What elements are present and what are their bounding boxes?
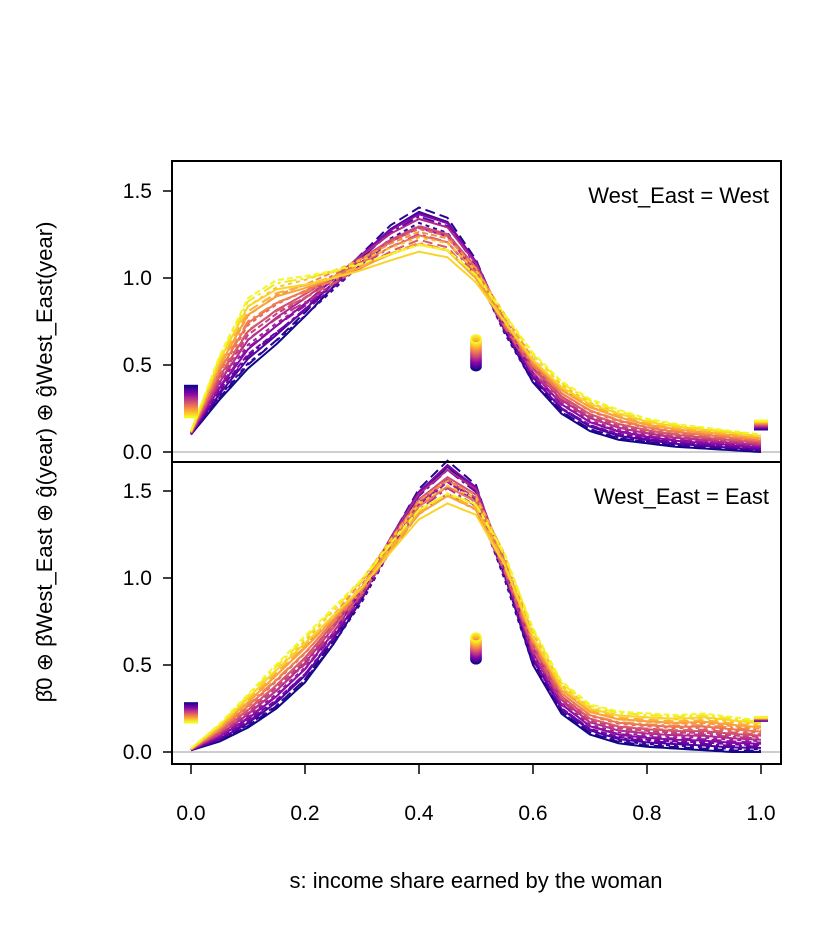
x-tick-label: 1.0 xyxy=(746,802,775,825)
panel-east: West_East = East xyxy=(171,459,782,765)
x-tick-label: 0.4 xyxy=(404,802,434,825)
bottom-y-tick-label: 0.5 xyxy=(123,654,152,677)
x-tick-label: 0.6 xyxy=(518,802,547,825)
top-series-line xyxy=(190,243,762,437)
bottom-series-line xyxy=(190,502,762,750)
panel-label-west: West_East = West xyxy=(588,183,769,208)
panel-label-east: West_East = East xyxy=(594,484,769,509)
bottom-series-line xyxy=(190,493,762,750)
panel-west: West_East = West xyxy=(171,160,782,463)
top-series-line xyxy=(190,250,762,438)
top-series-line xyxy=(190,215,762,450)
bottom-series-line xyxy=(190,480,762,751)
bottom-series-line xyxy=(190,492,762,750)
bottom-series-line xyxy=(190,485,762,750)
top-series-line xyxy=(190,243,762,440)
top-series-line xyxy=(190,226,762,447)
top-curves xyxy=(173,206,780,453)
top-series-line xyxy=(190,211,762,451)
top-series-line xyxy=(190,241,762,441)
bottom-series-line xyxy=(190,492,762,750)
x-tick-label: 0.0 xyxy=(176,802,205,825)
top-series-line xyxy=(190,242,762,439)
y-axis-title-group: β̂0 ⊕ β̂West_East ⊕ ĝ(year) ⊕ ĝWest_East… xyxy=(32,222,57,703)
y-axis-title: β̂0 ⊕ β̂West_East ⊕ ĝ(year) ⊕ ĝWest_East… xyxy=(32,222,57,703)
bottom-series-line xyxy=(190,494,762,750)
bottom-series-line xyxy=(190,492,762,751)
top-point-masses xyxy=(184,334,768,431)
bottom-y-tick-label: 0.0 xyxy=(123,741,152,764)
bottom-point-masses xyxy=(184,632,768,724)
x-axis-title: s: income share earned by the woman xyxy=(290,868,663,893)
axes: 0.0 0.5 1.0 1.5 0.0 0.5 1.0 1.5 0.0 0.2 0.4 0.6 0.8 1… xyxy=(123,180,776,825)
bottom-series-line xyxy=(190,486,762,751)
top-y-tick-label: 1.0 xyxy=(123,267,152,290)
top-series-line xyxy=(190,244,762,436)
bottom-y-tick-label: 1.5 xyxy=(123,480,152,503)
top-series-line xyxy=(190,206,762,453)
bottom-mass-marker-s05 xyxy=(470,632,482,642)
top-mass-marker-s05 xyxy=(470,334,482,344)
bottom-curves xyxy=(173,459,780,753)
bottom-series-line xyxy=(190,494,762,750)
top-series-line xyxy=(190,213,762,449)
bottom-y-tick-label: 1.0 xyxy=(123,567,152,590)
top-y-tick-label: 0.5 xyxy=(123,354,152,377)
top-y-tick-label: 1.5 xyxy=(123,180,152,203)
bottom-series-line xyxy=(190,459,761,752)
top-y-tick-label: 0.0 xyxy=(123,441,152,464)
x-tick-label: 0.8 xyxy=(632,802,661,825)
x-tick-label: 0.2 xyxy=(290,802,319,825)
